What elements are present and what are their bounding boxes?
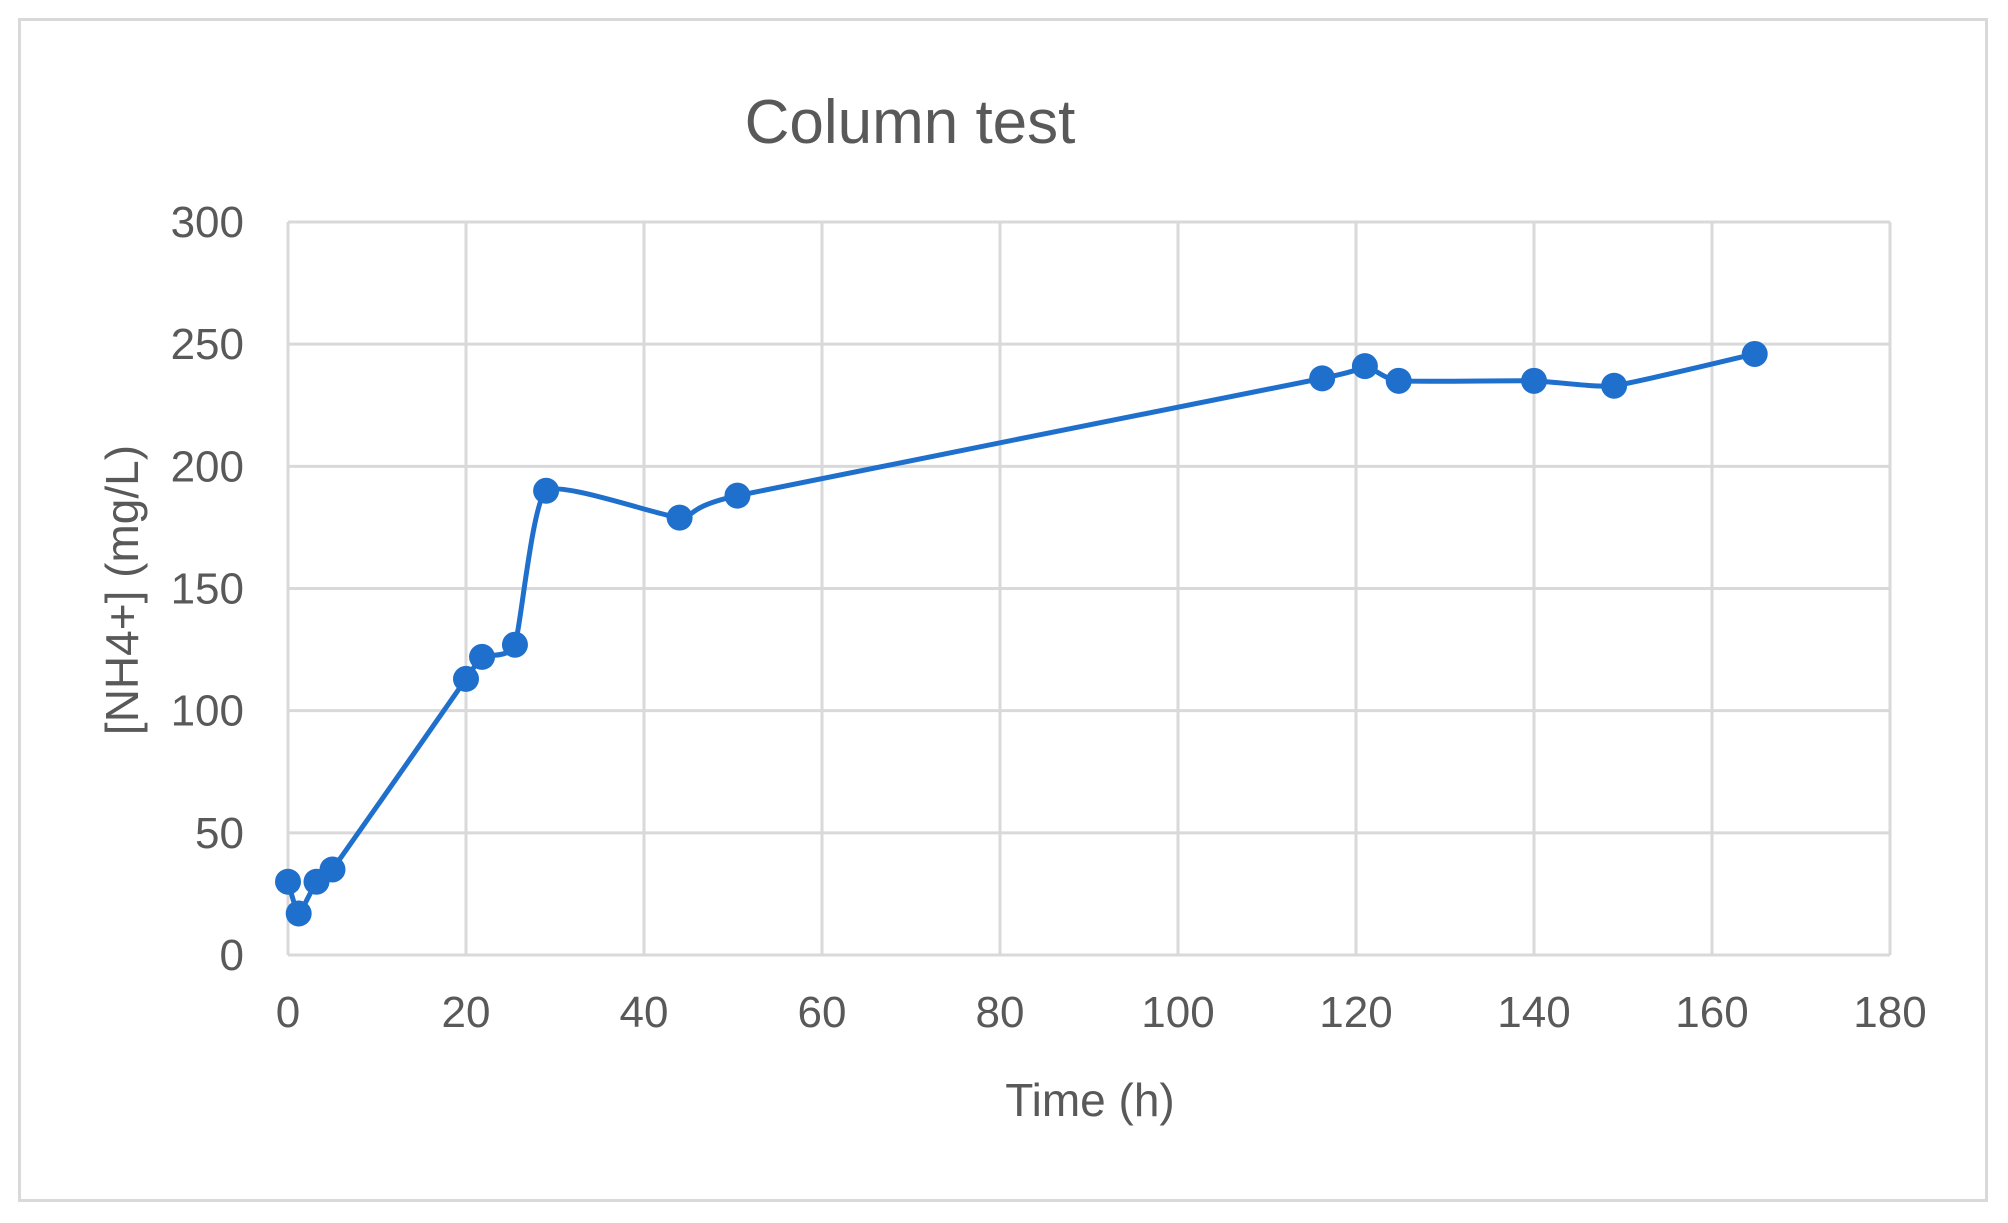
y-tick-label-300: 300 xyxy=(171,198,244,247)
y-tick-label-150: 150 xyxy=(171,565,244,614)
data-point-13 xyxy=(1521,367,1547,394)
data-point-5 xyxy=(469,643,496,670)
data-point-10 xyxy=(1309,365,1336,392)
tick-labels: 0 50 100 150 200 250 300 0 20 40 60 80 100 120 140 160 1… xyxy=(171,198,1927,1037)
y-axis-label: [NH4+] (mg/L) xyxy=(96,445,148,735)
y-tick-label-100: 100 xyxy=(171,687,244,736)
data-point-9 xyxy=(724,482,751,509)
y-tick-label-250: 250 xyxy=(171,320,244,369)
x-tick-label-180: 180 xyxy=(1853,988,1926,1037)
x-tick-label-140: 140 xyxy=(1497,988,1570,1037)
x-tick-label-0: 0 xyxy=(276,988,300,1037)
data-point-7 xyxy=(533,477,560,504)
data-points xyxy=(275,340,1768,927)
x-tick-label-80: 80 xyxy=(976,988,1025,1037)
y-tick-label-200: 200 xyxy=(171,442,244,491)
data-point-11 xyxy=(1351,353,1378,380)
chart-title: Column test xyxy=(745,88,1076,157)
data-point-6 xyxy=(501,631,528,658)
data-point-3 xyxy=(319,856,346,883)
x-tick-label-100: 100 xyxy=(1141,988,1214,1037)
data-point-4 xyxy=(453,665,479,692)
data-point-15 xyxy=(1741,340,1768,367)
x-axis-label: Time (h) xyxy=(1005,1074,1175,1126)
x-tick-label-20: 20 xyxy=(442,988,491,1037)
data-point-14 xyxy=(1601,372,1628,399)
grid-lines xyxy=(286,220,1892,957)
data-point-8 xyxy=(666,504,693,531)
x-tick-label-40: 40 xyxy=(620,988,669,1037)
chart-frame xyxy=(18,18,1988,1202)
y-tick-label-0: 0 xyxy=(220,931,244,980)
data-point-12 xyxy=(1385,367,1412,394)
x-tick-label-160: 160 xyxy=(1675,988,1748,1037)
data-point-0 xyxy=(275,868,301,895)
data-point-1 xyxy=(285,900,312,927)
y-tick-label-50: 50 xyxy=(195,809,244,858)
x-tick-label-120: 120 xyxy=(1319,988,1392,1037)
x-tick-label-60: 60 xyxy=(798,988,847,1037)
